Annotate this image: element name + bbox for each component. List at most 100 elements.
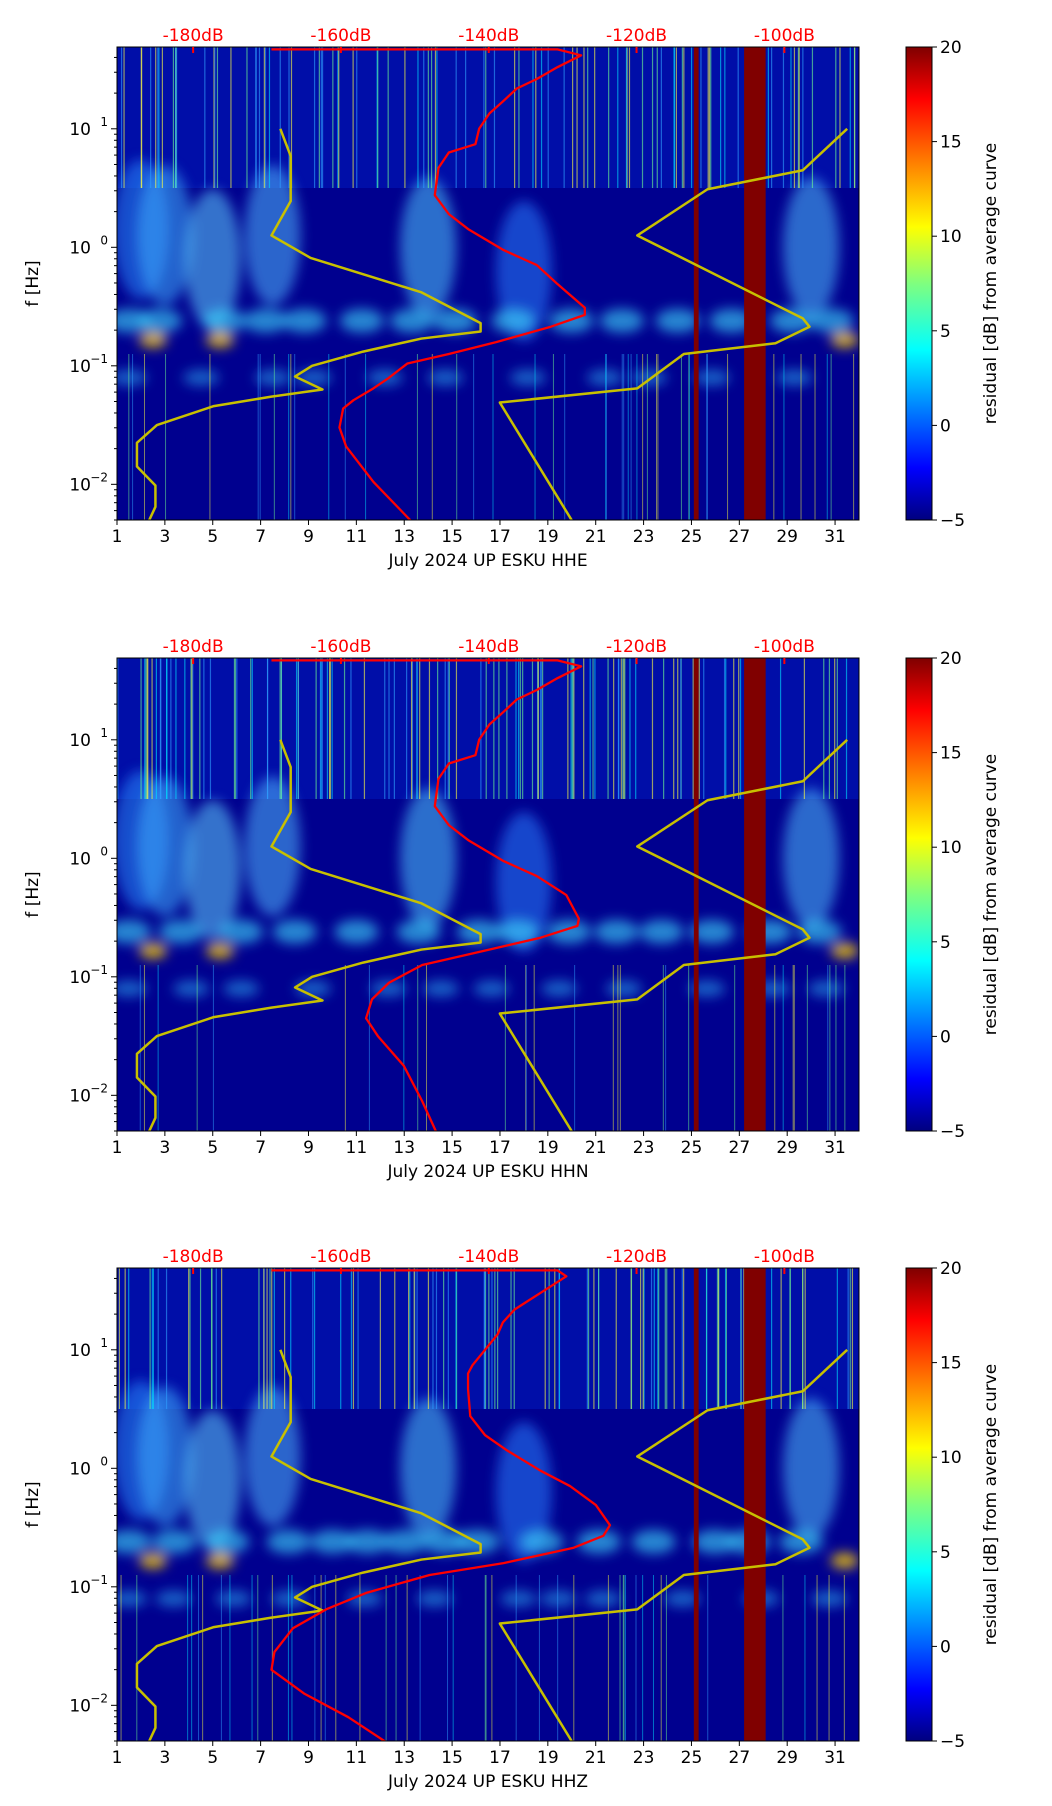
colorbar-label: residual [dB] from average curve [981,143,1001,424]
microseism-blob [546,919,591,944]
colorbar-tick-label: −5 [940,1732,965,1752]
nlnm-curve [135,1349,482,1741]
average-psd-curve [271,659,583,1131]
x-tick-label: 13 [393,1138,415,1158]
x-tick-label: 29 [776,527,798,547]
x-tick-label: 23 [633,1138,655,1158]
x-tick-label: 9 [303,527,314,547]
db-tick-label: -140dB [458,637,519,657]
microseism-blob [809,308,854,333]
colorbar-tick-label: 10 [940,838,962,858]
microseism-blob [272,919,317,944]
secondary-blob [585,1590,622,1607]
db-tick-label: -100dB [754,26,815,46]
colorbar-tick-label: 5 [940,1543,951,1563]
x-tick-label: 31 [824,527,846,547]
db-tick-label: -140dB [458,26,519,46]
y-tick-exponent: 1 [100,726,108,740]
hot-blob [205,942,234,959]
x-tick-label: 25 [681,1138,703,1158]
x-tick-label: 23 [633,527,655,547]
colorbar-tick-label: −5 [940,511,965,531]
x-tick-label: 5 [207,1748,218,1768]
secondary-blob [416,1590,453,1607]
microseism-blob [243,308,288,333]
hot-blob [830,942,859,959]
y-tick-label: 10 [69,849,91,869]
y-tick-label: 10 [69,1696,91,1716]
x-tick-label: 1 [112,1138,123,1158]
x-tick-label: 21 [585,1748,607,1768]
db-tick-label: -180dB [163,26,224,46]
secondary-blob [664,1590,701,1607]
data-gap-band [744,47,766,520]
secondary-blob [173,980,210,997]
colorbar-tick-label: 5 [940,933,951,953]
noise-blob [783,177,840,318]
microseism-blob [779,1529,824,1554]
nlnm-curve [135,128,482,520]
noise-blob [783,788,840,929]
microseism-blob [769,308,814,333]
average-psd-curve [270,1269,612,1741]
secondary-blob [473,980,510,997]
secondary-blob [540,1590,577,1607]
x-tick-label: 3 [159,527,170,547]
plot-area [117,1268,859,1741]
x-tick-label: 13 [393,1748,415,1768]
secondary-blob [586,369,623,386]
hf-noise-band [117,1268,859,1410]
x-tick-label: 31 [824,1748,846,1768]
x-axis-label: July 2024 UP ESKU HHZ [387,1772,588,1792]
data-gap-band [693,658,699,1131]
noise-blob [400,788,457,929]
nhnm-curve [498,127,849,520]
noise-blob [400,1398,457,1539]
noise-blob [184,800,241,941]
db-tick-label: -160dB [310,637,371,657]
colorbar-tick-label: −5 [940,1122,965,1142]
x-tick-label: 29 [776,1138,798,1158]
db-tick-label: -120dB [606,637,667,657]
x-tick-label: 27 [729,1748,751,1768]
x-tick-label: 15 [441,527,463,547]
x-tick-label: 19 [537,1748,559,1768]
x-tick-label: 1 [112,1748,123,1768]
microseism-blob [631,1529,676,1554]
x-tick-label: 13 [393,527,415,547]
secondary-blob [693,369,730,386]
nhnm-curve [498,1348,849,1741]
x-tick-label: 21 [585,1138,607,1158]
noise-blob [136,165,193,306]
colorbar-tick-label: 0 [940,1637,951,1657]
microseism-blob [138,308,183,333]
x-tick-label: 27 [729,1138,751,1158]
microseism-blob [519,1529,564,1554]
average-psd-curve [271,48,586,520]
secondary-blob [509,369,546,386]
hot-blob [138,331,167,348]
microseism-blob [639,919,684,944]
db-tick-label: -180dB [163,637,224,657]
colorbar [905,657,933,1132]
microseism-blob [396,919,441,944]
colorbar-tick-label: 15 [940,744,962,764]
colorbar-tick-label: 20 [940,649,962,669]
x-tick-label: 17 [489,527,511,547]
nhnm-curve [498,738,849,1131]
secondary-blob [117,1590,147,1607]
y-tick-exponent: −1 [90,352,108,366]
x-tick-label: 15 [441,1748,463,1768]
x-axis-label: July 2024 UP ESKU HHN [386,1162,588,1182]
y-axis-label: f [Hz] [23,1481,43,1527]
y-tick-exponent: −2 [90,1691,108,1705]
microseism-blob [689,919,734,944]
data-gap-band [744,658,766,1131]
x-tick-label: 3 [159,1138,170,1158]
microseism-blob [152,1529,197,1554]
secondary-blob [117,369,147,386]
microseism-blob [345,1529,390,1554]
hot-blob [205,331,234,348]
